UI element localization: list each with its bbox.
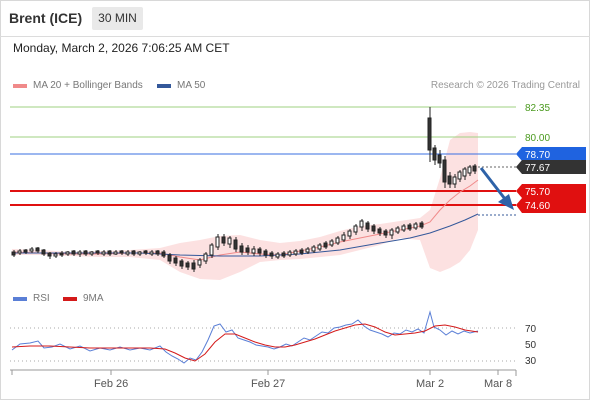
timeframe-button[interactable]: 30 MIN xyxy=(92,7,143,30)
legend-ma50: MA 50 xyxy=(157,80,205,91)
level-label-80-00: 80.00 xyxy=(525,133,550,144)
bollinger-band xyxy=(12,132,478,280)
ma20-swatch xyxy=(13,83,27,88)
support1-tag: 75.70 xyxy=(516,184,586,198)
candlesticks xyxy=(11,107,477,272)
x-label-mar-2: Mar 2 xyxy=(416,378,444,390)
ma9-swatch xyxy=(63,296,77,301)
rsi-swatch xyxy=(13,296,27,301)
ma50-line xyxy=(12,213,479,257)
instrument-title: Brent (ICE) xyxy=(9,10,83,26)
legend-9ma-label: 9MA xyxy=(83,293,104,304)
credit-text: Research © 2026 Trading Central xyxy=(430,80,580,91)
level-label-82-35: 82.35 xyxy=(525,103,550,114)
x-label-mar-8: Mar 8 xyxy=(484,378,512,390)
rsi-tick-70: 70 xyxy=(525,324,537,335)
header-divider xyxy=(0,36,590,37)
legend-9ma: 9MA xyxy=(63,293,104,304)
last-price-tag: 77.67 xyxy=(516,160,586,174)
x-label-feb-27: Feb 27 xyxy=(251,378,285,390)
timestamp: Monday, March 2, 2026 7:06:25 AM CET xyxy=(13,41,230,55)
legend-ma20-label: MA 20 + Bollinger Bands xyxy=(33,80,143,91)
forecast-arrow xyxy=(479,167,514,210)
level-label-74-60: 74.60 xyxy=(525,201,550,212)
pivot-tag: 78.70 xyxy=(516,147,586,161)
support2-tag: 74.60 xyxy=(516,198,586,213)
level-label-75-70: 75.70 xyxy=(525,187,550,198)
legend-ma20-bollinger: MA 20 + Bollinger Bands xyxy=(13,80,143,91)
legend-rsi: RSI xyxy=(13,293,50,304)
ma50-swatch xyxy=(157,83,171,88)
level-label-78-70: 78.70 xyxy=(525,150,550,161)
x-ticks xyxy=(11,370,499,375)
rsi-tick-50: 50 xyxy=(525,340,537,351)
legend-ma50-label: MA 50 xyxy=(177,80,206,91)
rsi-9ma-line xyxy=(11,323,479,362)
header: Brent (ICE) 30 MIN xyxy=(0,0,590,36)
rsi-tick-30: 30 xyxy=(525,356,537,367)
x-label-feb-26: Feb 26 xyxy=(94,378,128,390)
level-label-77-67: 77.67 xyxy=(525,163,550,174)
legend-rsi-label: RSI xyxy=(33,293,50,304)
